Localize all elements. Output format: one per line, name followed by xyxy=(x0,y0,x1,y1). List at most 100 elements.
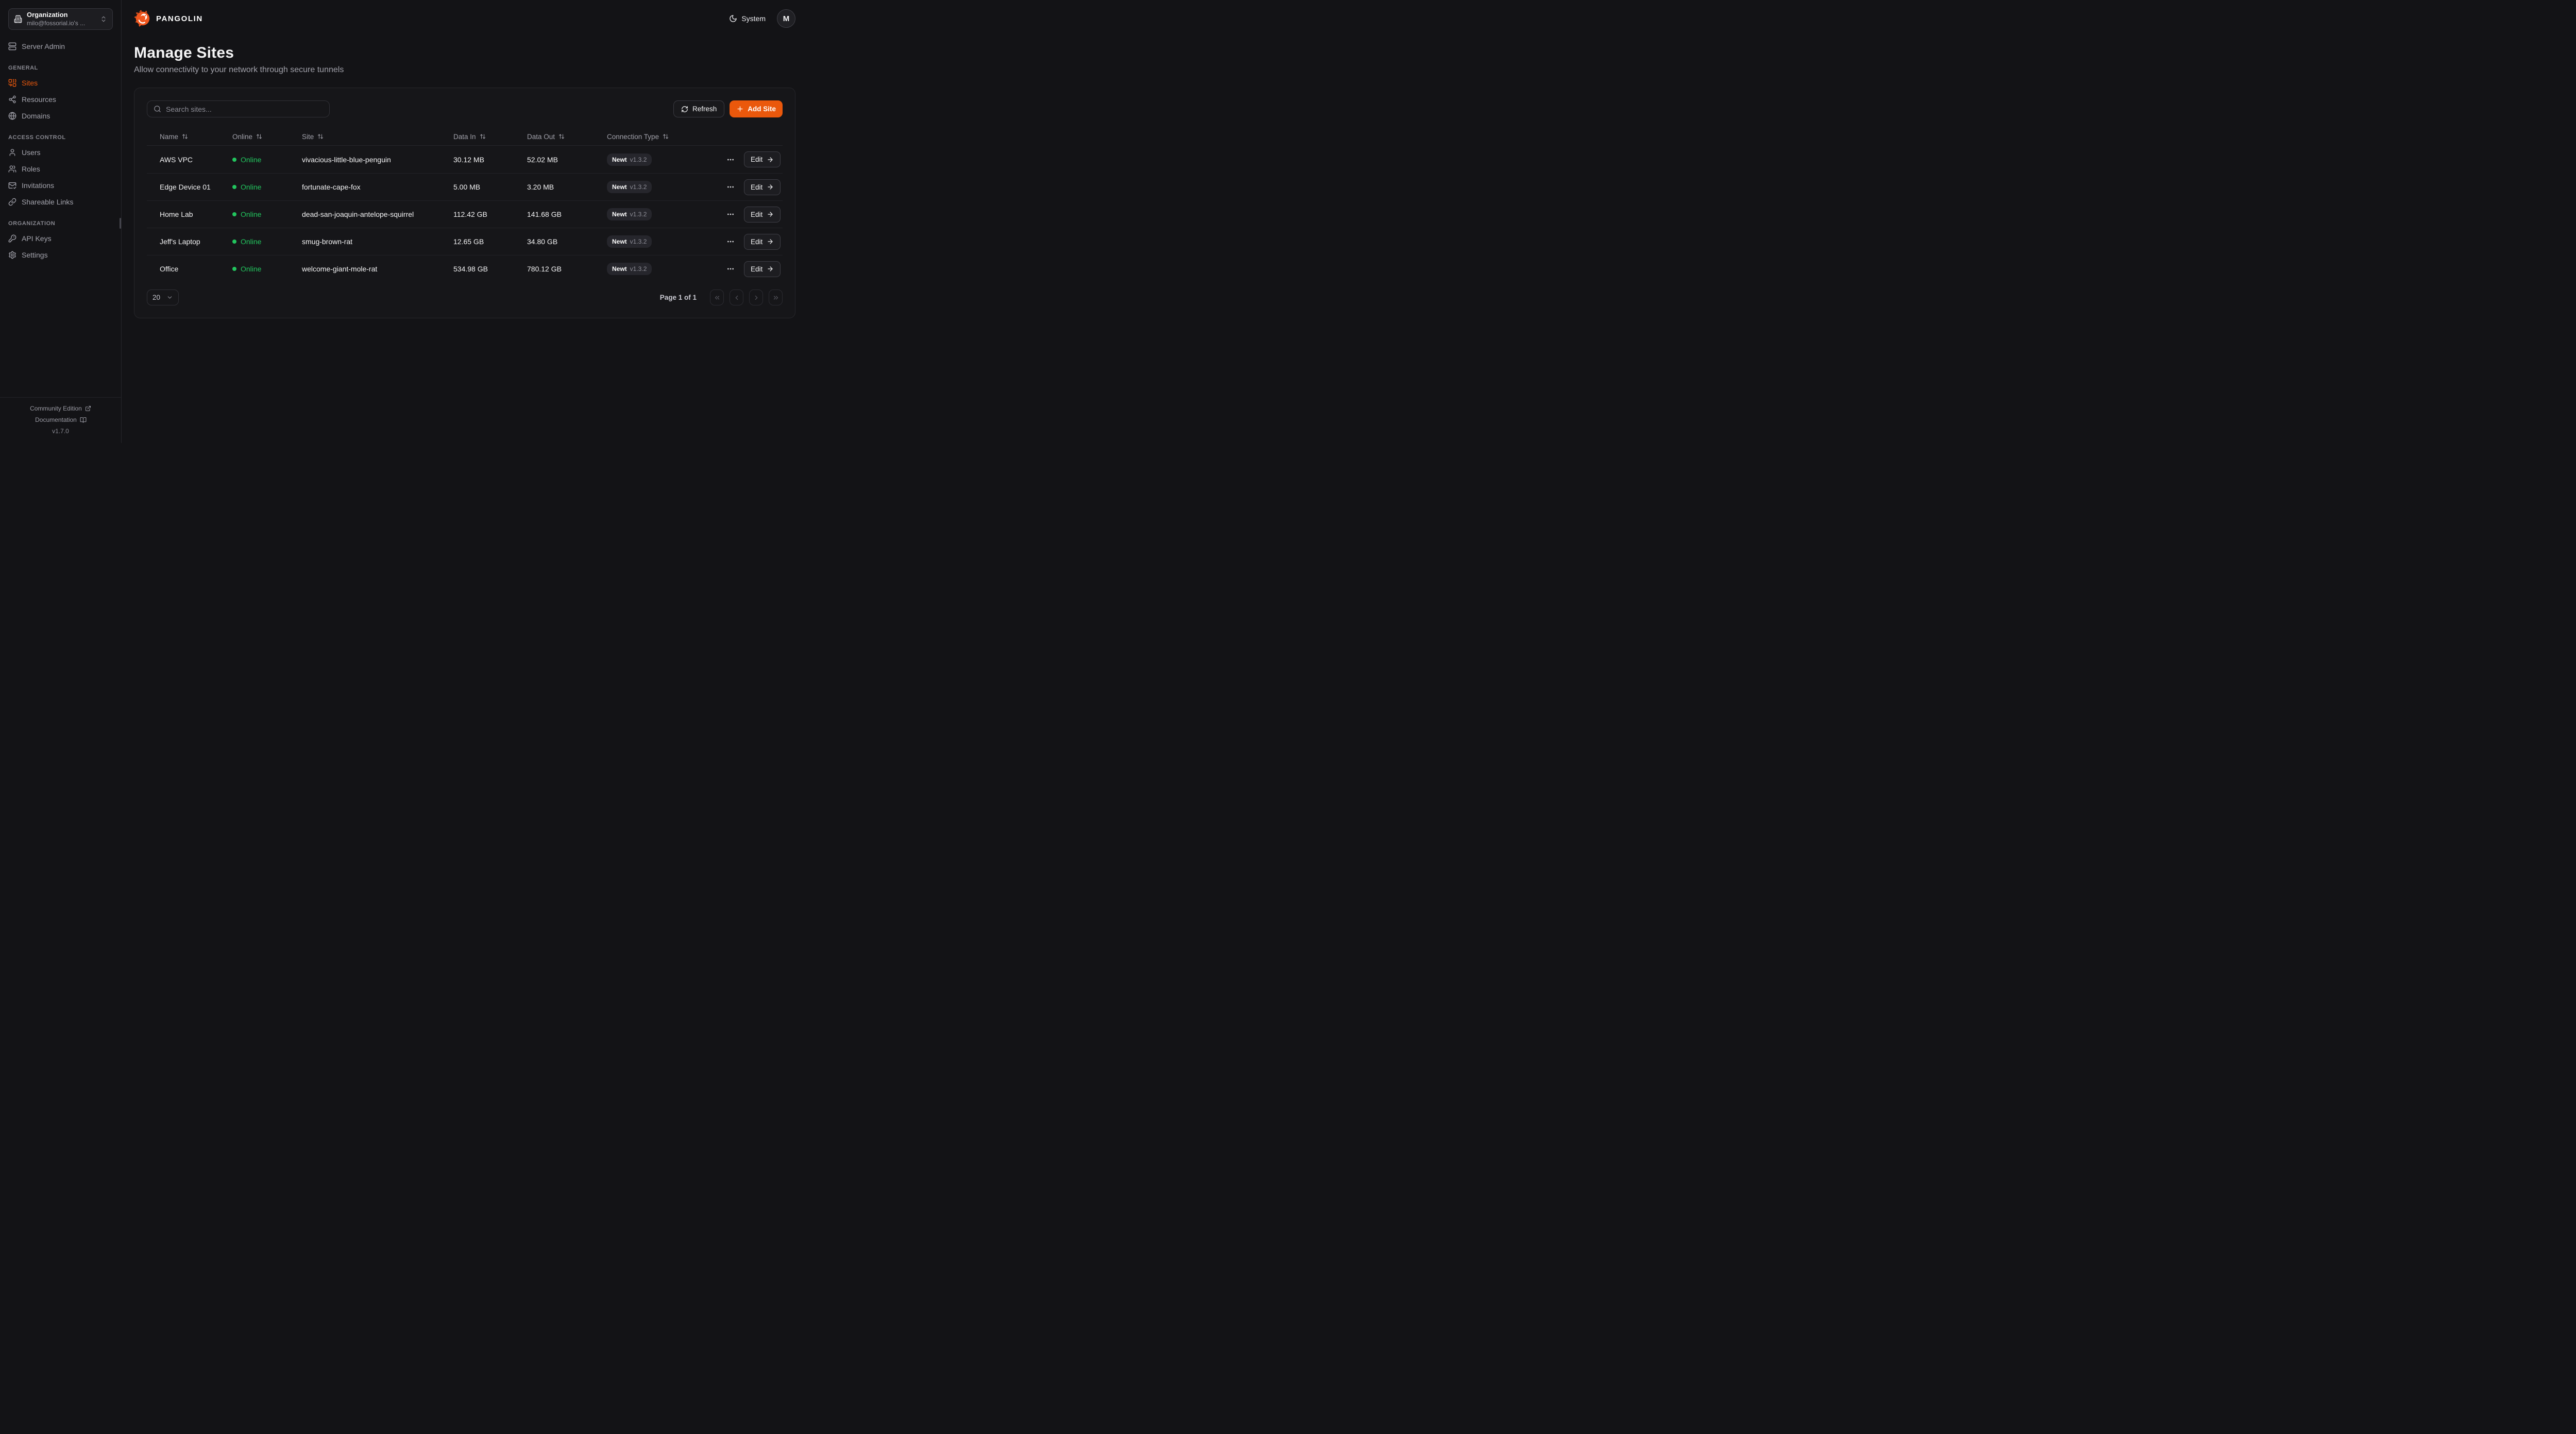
section-heading-organization: ORGANIZATION xyxy=(8,220,56,227)
refresh-button[interactable]: Refresh xyxy=(673,100,725,117)
arrow-right-icon xyxy=(767,156,774,163)
edit-button[interactable]: Edit xyxy=(744,151,781,167)
site-name-cell: Jeff's Laptop xyxy=(160,237,200,246)
edit-button[interactable]: Edit xyxy=(744,261,781,277)
theme-toggle[interactable]: System xyxy=(729,14,766,23)
server-icon xyxy=(8,42,16,50)
sidebar-item-roles[interactable]: Roles xyxy=(0,161,121,177)
toolbar: Refresh Add Site xyxy=(147,100,783,117)
topbar: PANGOLIN System M xyxy=(134,0,795,37)
row-menu-button[interactable] xyxy=(725,236,736,247)
app-root: Organization milo@fossorial.io's ... Ser… xyxy=(0,0,808,443)
prev-page-button[interactable] xyxy=(730,289,743,305)
column-header-online[interactable]: Online xyxy=(232,133,302,141)
sidebar-item-label: Users xyxy=(22,148,41,157)
status-cell: Online xyxy=(232,265,302,273)
site-slug-cell: vivacious-little-blue-penguin xyxy=(302,155,391,164)
column-header-data-in[interactable]: Data In xyxy=(453,133,527,141)
chevron-right-icon xyxy=(755,295,757,300)
online-status-dot xyxy=(232,212,236,216)
sidebar-item-invitations[interactable]: Invitations xyxy=(0,177,121,194)
community-edition-link[interactable]: Community Edition xyxy=(0,403,121,414)
data-in-cell: 12.65 GB xyxy=(453,237,484,246)
chevron-left-icon xyxy=(735,295,738,300)
sidebar-item-label: Shareable Links xyxy=(22,198,74,206)
sidebar-item-domains[interactable]: Domains xyxy=(0,108,121,124)
sites-table: Name Online Site Data In xyxy=(147,128,783,282)
sort-icon xyxy=(663,133,669,140)
globe-icon xyxy=(8,112,16,120)
table-row: Office Online welcome-giant-mole-rat 534… xyxy=(147,255,783,282)
sort-icon xyxy=(317,133,324,140)
chevrons-right-icon xyxy=(773,296,778,299)
sidebar-item-shareable-links[interactable]: Shareable Links xyxy=(0,194,121,210)
sidebar-item-server-admin[interactable]: Server Admin xyxy=(0,38,121,55)
online-status-dot xyxy=(232,240,236,244)
column-header-site[interactable]: Site xyxy=(302,133,453,141)
column-header-connection-type[interactable]: Connection Type xyxy=(607,133,725,141)
edit-button[interactable]: Edit xyxy=(744,179,781,195)
site-slug-cell: welcome-giant-mole-rat xyxy=(302,265,378,273)
last-page-button[interactable] xyxy=(769,289,783,305)
site-name-cell: Edge Device 01 xyxy=(160,183,211,191)
row-menu-button[interactable] xyxy=(725,264,736,274)
connection-type-badge: Newt v1.3.2 xyxy=(607,181,652,193)
row-menu-button[interactable] xyxy=(725,209,736,219)
waypoints-icon xyxy=(8,95,16,104)
search-input[interactable] xyxy=(166,105,323,113)
search-box xyxy=(147,100,330,117)
section-heading-general: GENERAL xyxy=(8,65,38,71)
column-header-name[interactable]: Name xyxy=(160,133,232,141)
sidebar-item-label: Roles xyxy=(22,165,40,173)
sidebar-item-api-keys[interactable]: API Keys xyxy=(0,230,121,247)
sidebar-item-label: Settings xyxy=(22,251,48,259)
org-selector-label: Organization xyxy=(27,11,68,19)
arrow-right-icon xyxy=(767,211,774,218)
row-menu-button[interactable] xyxy=(725,182,736,192)
first-page-button[interactable] xyxy=(710,289,724,305)
row-menu-button[interactable] xyxy=(725,155,736,165)
arrow-right-icon xyxy=(767,265,774,272)
sidebar-scrollbar-thumb[interactable] xyxy=(120,218,121,229)
app-version: v1.7.0 xyxy=(52,428,69,435)
sidebar-item-resources[interactable]: Resources xyxy=(0,91,121,108)
data-in-cell: 112.42 GB xyxy=(453,210,487,218)
edit-button[interactable]: Edit xyxy=(744,233,781,250)
sidebar-item-sites[interactable]: Sites xyxy=(0,75,121,91)
status-cell: Online xyxy=(232,210,302,218)
page-title: Manage Sites xyxy=(134,44,234,61)
sidebar-item-settings[interactable]: Settings xyxy=(0,247,121,263)
page-size-select[interactable]: 20 xyxy=(147,289,179,305)
site-slug-cell: smug-brown-rat xyxy=(302,237,353,246)
moon-icon xyxy=(729,14,737,23)
table-footer: 20 Page 1 of 1 xyxy=(147,289,783,305)
connection-type-badge: Newt v1.3.2 xyxy=(607,263,652,275)
combine-icon xyxy=(8,79,16,87)
site-name-cell: AWS VPC xyxy=(160,155,193,164)
page-head: Manage Sites Allow connectivity to your … xyxy=(134,44,795,75)
table-row: Home Lab Online dead-san-joaquin-antelop… xyxy=(147,200,783,228)
next-page-button[interactable] xyxy=(749,289,763,305)
search-icon xyxy=(154,105,161,113)
status-badge: Online xyxy=(241,183,262,191)
users-icon xyxy=(8,165,16,173)
add-site-button[interactable]: Add Site xyxy=(730,100,783,117)
documentation-link[interactable]: Documentation xyxy=(0,414,121,425)
section-heading-access-control: ACCESS CONTROL xyxy=(8,134,66,141)
column-header-data-out[interactable]: Data Out xyxy=(527,133,607,141)
org-selector-value: milo@fossorial.io's ... xyxy=(27,19,86,27)
sites-card: Refresh Add Site Name xyxy=(134,88,795,318)
table-body: AWS VPC Online vivacious-little-blue-pen… xyxy=(147,146,783,282)
edit-button[interactable]: Edit xyxy=(744,206,781,223)
org-selector[interactable]: Organization milo@fossorial.io's ... xyxy=(8,8,113,30)
external-link-icon xyxy=(85,405,91,412)
avatar[interactable]: M xyxy=(777,9,795,28)
data-in-cell: 5.00 MB xyxy=(453,183,481,191)
table-row: Edge Device 01 Online fortunate-cape-fox… xyxy=(147,173,783,200)
brand-logo[interactable]: PANGOLIN xyxy=(134,10,203,27)
status-badge: Online xyxy=(241,155,262,164)
sidebar-item-users[interactable]: Users xyxy=(0,144,121,161)
sidebar-footer: Community Edition Documentation v1.7.0 xyxy=(0,397,121,443)
status-cell: Online xyxy=(232,237,302,246)
online-status-dot xyxy=(232,185,236,189)
